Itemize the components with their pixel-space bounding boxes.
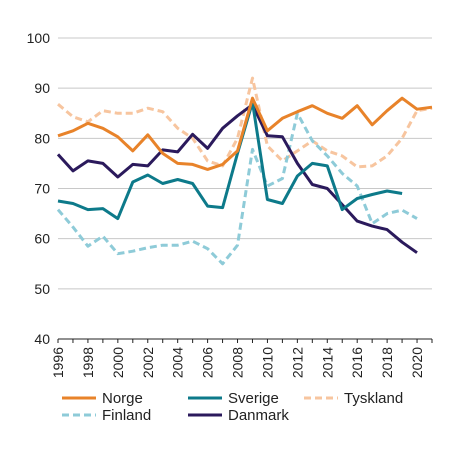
y-tick-label: 50	[34, 281, 50, 297]
legend: Norge Sverige Tyskland Finland Danmark	[62, 390, 403, 424]
legend-label-tyskland: Tyskland	[344, 390, 403, 407]
series-line-tyskland	[57, 76, 433, 169]
x-tick-label: 2004	[170, 347, 186, 378]
legend-item-danmark: Danmark	[188, 407, 289, 424]
y-tick-label: 90	[34, 80, 50, 96]
y-axis-tick-labels: 40 50 60 70 80 90 100	[27, 30, 51, 347]
x-tick-label: 2020	[409, 347, 425, 378]
legend-item-tyskland: Tyskland	[304, 390, 403, 407]
x-tick-label: 2006	[200, 347, 216, 378]
x-tick-label: 2010	[259, 347, 275, 378]
y-tick-label: 80	[34, 130, 50, 146]
series-line-norge	[57, 96, 433, 171]
x-tick-label: 2000	[110, 347, 126, 378]
legend-label-finland: Finland	[102, 407, 151, 424]
y-tick-label: 100	[27, 30, 51, 46]
x-tick-label: 1996	[50, 347, 66, 378]
x-tick-label: 2014	[319, 347, 335, 378]
legend-item-sverige: Sverige	[188, 390, 279, 407]
y-tick-label: 60	[34, 231, 50, 247]
x-axis-line	[57, 338, 433, 343]
legend-label-sverige: Sverige	[228, 390, 279, 407]
series-lines	[56, 76, 433, 266]
series-line-finland	[56, 111, 418, 266]
x-tick-label: 2016	[349, 347, 365, 378]
legend-label-norge: Norge	[102, 390, 143, 407]
legend-item-finland: Finland	[62, 407, 151, 424]
series-line-danmark	[56, 103, 418, 254]
legend-label-danmark: Danmark	[228, 407, 289, 424]
x-tick-label: 1998	[80, 347, 96, 378]
series-line-sverige	[57, 100, 403, 221]
x-axis-tick-labels: 1996 1998 2000 2002 2004 2006 2008 2010 2012 2014…	[50, 347, 425, 378]
x-tick-label: 2008	[230, 347, 246, 378]
y-tick-label: 40	[34, 331, 50, 347]
y-tick-label: 70	[34, 181, 50, 197]
x-tick-label: 2002	[140, 347, 156, 378]
x-tick-label: 2012	[289, 347, 305, 378]
x-tick-label: 2018	[379, 347, 395, 378]
legend-item-norge: Norge	[62, 390, 143, 407]
